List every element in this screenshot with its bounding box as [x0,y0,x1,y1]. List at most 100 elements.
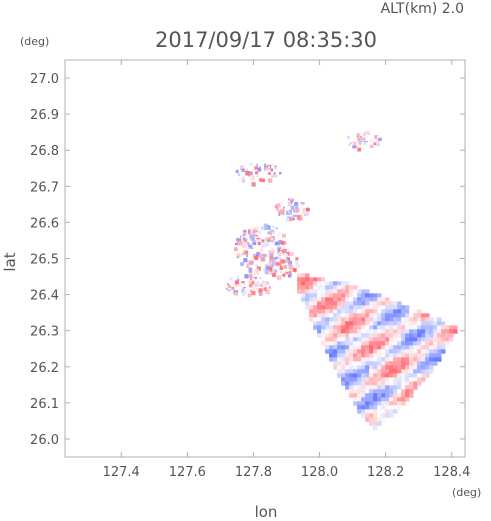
echo-cell [341,369,346,374]
echo-cell [409,333,414,338]
echo-cell [417,333,422,338]
echo-cell [242,237,246,241]
echo-cell [287,211,291,214]
echo-cell [288,269,293,274]
echo-cell [249,274,254,278]
echo-cell [276,265,280,269]
echo-cell [409,349,414,354]
echo-cell [349,293,354,298]
echo-cell [361,293,366,298]
echo-cell [313,297,318,302]
echo-cell [241,176,246,181]
echo-cell [373,381,378,386]
echo-cell [433,317,438,322]
echo-cell [437,341,442,346]
echo-cell [349,309,354,314]
echo-cell [377,321,382,326]
echo-cell [381,381,386,386]
echo-cell [389,305,394,310]
echo-cell [337,297,342,302]
echo-cell [264,225,269,231]
echo-cell [341,349,346,354]
echo-cell [325,317,330,322]
echo-cell [361,357,366,362]
echo-cell [317,305,322,310]
echo-cell [413,369,418,374]
echo-cell [282,208,285,211]
echo-cell [234,292,238,296]
x-unit-label: (deg) [452,486,481,499]
echo-cell [401,309,406,314]
echo-cell [357,309,362,314]
echo-cell [341,325,346,330]
echo-cell [385,409,390,414]
echo-cell [369,293,374,298]
echo-cell [377,301,382,306]
echo-cell [321,309,326,314]
echo-cell [357,405,362,410]
echo-cell [405,329,410,334]
echo-cell [337,305,342,310]
echo-cell [365,393,370,398]
echo-cell [401,377,406,382]
echo-cell [405,365,410,370]
echo-cell [405,385,410,390]
echo-cell [325,329,330,334]
echo-cell [413,385,418,390]
echo-cell [333,289,338,294]
echo-cluster [347,130,382,152]
echo-cell [357,361,362,366]
echo-cell [405,373,410,378]
echo-cell [282,273,286,277]
echo-cell [329,305,334,310]
echo-cell [389,397,394,402]
echo-cell [289,217,294,222]
echo-cell [401,325,406,330]
echo-cell [389,373,394,378]
echo-cell [313,289,318,294]
echo-cell [375,140,380,145]
echo-cell [369,337,374,342]
echo-cell [274,166,277,170]
echo-cell [393,357,398,362]
echo-cell [425,373,430,378]
echo-cell [401,321,406,326]
echo-cell [369,301,374,306]
echo-cell [341,329,346,334]
echo-cell [264,270,269,275]
echo-cell [413,353,418,358]
echo-cell [389,401,394,406]
echo-cell [393,301,398,306]
echo-cell [369,345,374,350]
echo-cell [317,301,322,306]
echo-cell [280,241,285,245]
y-unit-label: (deg) [20,35,49,48]
echo-cell [421,369,426,374]
echo-cell [381,377,386,382]
echo-cell [363,132,368,137]
echo-cell [373,365,378,370]
echo-cell [357,147,362,152]
echo-cell [256,282,261,287]
echo-cell [377,305,382,310]
echo-cell [441,321,446,326]
echo-cell [279,247,281,249]
echo-cell [325,349,330,354]
echo-cell [417,349,422,354]
echo-cell [337,329,342,334]
echo-cell [268,266,273,271]
echo-cell [377,421,382,426]
echo-cell [298,201,302,205]
echo-cell [369,329,374,334]
echo-cell [249,173,253,177]
echo-cell [401,349,406,354]
echo-cell [369,393,374,398]
echo-cell [345,317,350,322]
echo-cell [271,261,277,266]
echo-cell [345,325,350,330]
echo-cell [261,244,265,248]
echo-cell [321,313,326,318]
echo-cell [278,231,283,236]
echo-cell [235,242,238,246]
echo-cell [337,325,342,330]
